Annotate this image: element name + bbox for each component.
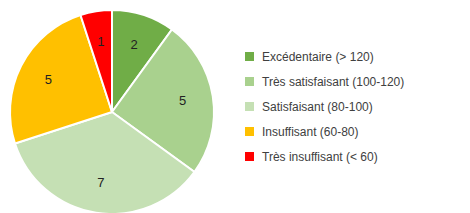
- html-text:Insuffisant (60-80): Insuffisant (60-80): [262, 124, 359, 139]
- svg-text:2: 2: [130, 37, 137, 52]
- html-text:Très insuffisant (< 60): Très insuffisant (< 60): [262, 149, 378, 164]
- svg-text:7: 7: [97, 175, 104, 190]
- svg-text:5: 5: [45, 72, 52, 87]
- html-text:Très satisfaisant (100-120): Très satisfaisant (100-120): [262, 74, 405, 89]
- svg-text:1: 1: [97, 34, 104, 49]
- html-text:Excédentaire (> 120): Excédentaire (> 120): [262, 49, 374, 64]
- svg-text:5: 5: [179, 93, 186, 108]
- html-text:Satisfaisant (80-100): Satisfaisant (80-100): [262, 99, 373, 114]
